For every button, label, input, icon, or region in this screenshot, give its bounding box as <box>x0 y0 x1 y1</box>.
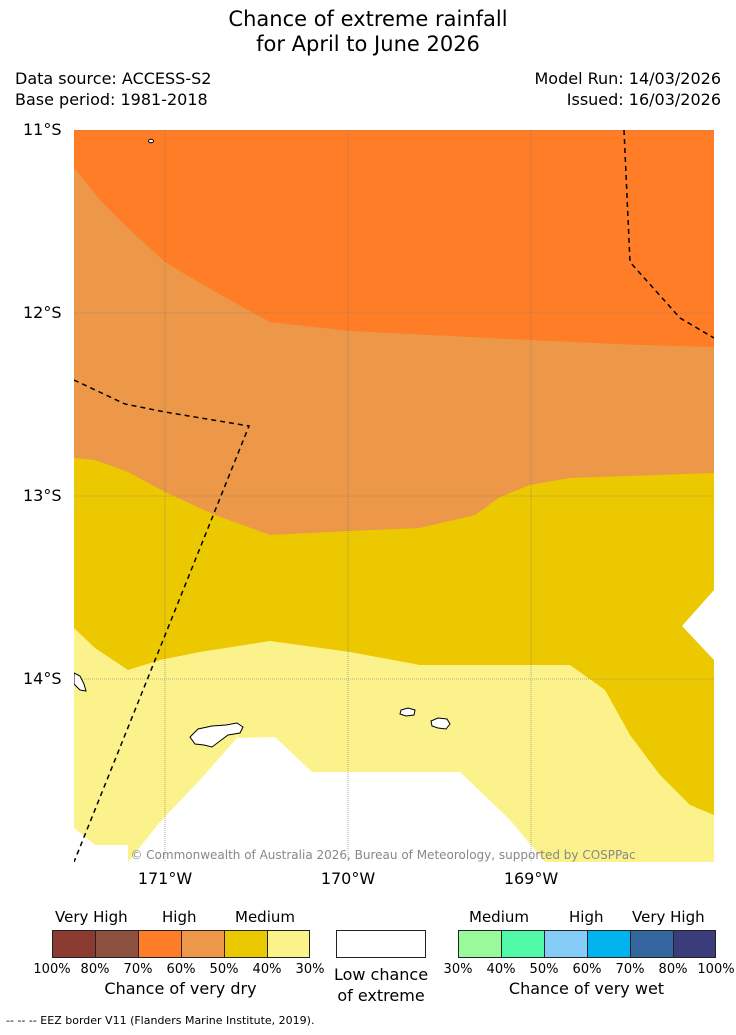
dry-legend-tick: 50% <box>209 962 239 977</box>
lat-label-13s: 13°S <box>23 486 62 505</box>
wet-legend-swatch <box>630 930 674 958</box>
dry-legend-swatch <box>224 930 268 958</box>
island-west <box>74 672 87 692</box>
wet-category-very-high: Very High <box>632 908 705 926</box>
wet-legend-swatch <box>544 930 588 958</box>
lon-label-171w: 171°W <box>137 869 193 888</box>
low-chance-swatch <box>336 930 426 958</box>
wet-legend-swatch <box>673 930 716 958</box>
dry-category-medium: Medium <box>235 908 295 926</box>
dry-category-very-high: Very High <box>55 908 128 926</box>
low-chance-line2: of extreme <box>337 986 425 1005</box>
rainfall-map[interactable] <box>0 0 736 900</box>
eez-border <box>74 130 714 862</box>
island-north <box>148 138 154 144</box>
dry-legend-tick: 30% <box>295 962 325 977</box>
copyright-notice: © Commonwealth of Australia 2026, Bureau… <box>130 848 636 862</box>
issued-date: Issued: 16/03/2026 <box>566 90 721 109</box>
lon-label-170w: 170°W <box>320 869 376 888</box>
wet-legend-tick: 30% <box>443 962 473 977</box>
eez-legend-note: -- -- -- EEZ border V11 (Flanders Marine… <box>6 1014 315 1027</box>
dry-legend-swatch <box>52 930 96 958</box>
wet-category-high: High <box>569 908 604 926</box>
wet-legend-swatch <box>501 930 545 958</box>
dry-legend-swatch <box>95 930 139 958</box>
map-title-line2: for April to June 2026 <box>256 32 480 56</box>
map-title-line1: Chance of extreme rainfall <box>228 7 508 31</box>
islands <box>74 138 451 748</box>
wet-legend-title: Chance of very wet <box>508 979 665 998</box>
wet-legend-tick: 50% <box>529 962 559 977</box>
dry-category-high: High <box>162 908 197 926</box>
island-upolu <box>189 722 244 748</box>
dry-legend-swatch <box>267 930 310 958</box>
data-source: Data source: ACCESS-S2 <box>15 69 212 88</box>
island-tutuila <box>399 707 416 717</box>
wet-category-medium: Medium <box>469 908 529 926</box>
graticule <box>74 130 714 862</box>
wet-legend-tick: 40% <box>486 962 516 977</box>
lat-label-12s: 12°S <box>23 303 62 322</box>
dry-legend-tick: 100% <box>33 962 71 977</box>
region-low-chance-south <box>128 737 545 862</box>
dry-legend-tick: 60% <box>166 962 196 977</box>
lat-label-11s: 11°S <box>23 120 62 139</box>
low-chance-line1: Low chance <box>333 965 429 984</box>
dry-legend-tick: 70% <box>123 962 153 977</box>
dry-legend-swatch <box>181 930 225 958</box>
region-dry-60-70 <box>74 130 714 347</box>
wet-legend-tick: 60% <box>572 962 602 977</box>
model-run: Model Run: 14/03/2026 <box>534 69 722 88</box>
dry-legend-title: Chance of very dry <box>104 979 257 998</box>
lat-label-14s: 14°S <box>23 669 62 688</box>
lon-label-169w: 169°W <box>503 869 559 888</box>
wet-legend-tick: 80% <box>658 962 688 977</box>
region-low-chance-south-west <box>74 828 128 862</box>
wet-legend-swatch <box>587 930 631 958</box>
region-low-chance-east <box>682 590 714 660</box>
wet-legend-tick: 70% <box>615 962 645 977</box>
wet-legend-tick: 100% <box>697 962 735 977</box>
dry-legend-tick: 40% <box>252 962 282 977</box>
dry-legend-tick: 80% <box>80 962 110 977</box>
base-period: Base period: 1981-2018 <box>15 90 208 109</box>
dry-legend-swatch <box>138 930 182 958</box>
wet-legend-swatch <box>458 930 502 958</box>
island-ofu <box>430 717 451 730</box>
